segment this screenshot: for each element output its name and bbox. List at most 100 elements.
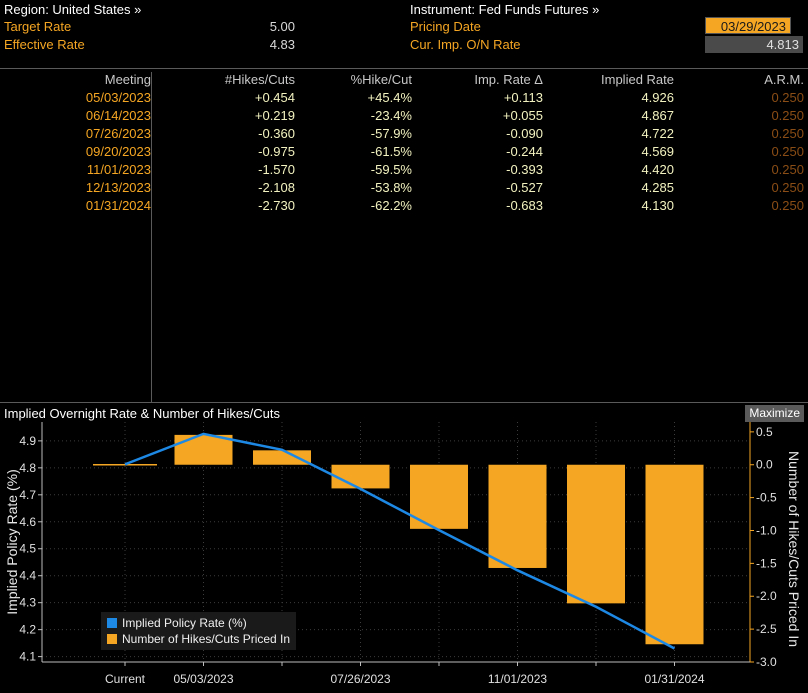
x-tick-label: 07/26/2023 xyxy=(330,672,390,686)
left-tick-label: 4.8 xyxy=(19,461,36,475)
column-header-implied-rate[interactable]: Implied Rate xyxy=(601,72,674,87)
hikes-cell: -2.730 xyxy=(258,198,295,213)
arm-cell: 0.250 xyxy=(771,198,804,213)
x-tick-label: 01/31/2024 xyxy=(644,672,704,686)
bar xyxy=(331,464,390,489)
effective-rate-label: Effective Rate xyxy=(4,37,85,52)
pct-cell: -61.5% xyxy=(370,144,412,159)
implied-rate-cell: 4.867 xyxy=(641,108,674,123)
column-header-meeting[interactable]: Meeting xyxy=(104,72,151,87)
chart-legend: Implied Policy Rate (%) Number of Hikes/… xyxy=(101,612,297,650)
right-tick-label: 0.0 xyxy=(756,458,773,472)
pct-cell: -57.9% xyxy=(370,126,412,141)
bar xyxy=(253,450,311,465)
meeting-cell: 01/31/2024 xyxy=(85,198,151,213)
implied-rate-cell: 4.130 xyxy=(641,198,674,213)
chart-title: Implied Overnight Rate & Number of Hikes… xyxy=(4,406,280,421)
legend-swatch-blue xyxy=(107,618,117,628)
hikes-bars xyxy=(93,434,704,645)
right-axis-label: Number of Hikes/Cuts Priced In xyxy=(786,451,802,647)
hikes-cell: -2.108 xyxy=(258,180,295,195)
left-tick-label: 4.2 xyxy=(19,623,36,637)
pct-cell: -62.2% xyxy=(370,198,412,213)
implied-rate-line xyxy=(124,432,676,650)
right-tick-label: -2.5 xyxy=(756,622,777,636)
target-rate-value: 5.00 xyxy=(269,19,295,34)
meeting-cell: 12/13/2023 xyxy=(85,180,151,195)
right-axis-ticks: 0.5 0.0 -0.5 -1.0 -1.5 -2.0 -2.5 -3.0 xyxy=(750,425,777,669)
implied-rate-cell: 4.569 xyxy=(641,144,674,159)
effective-rate-value: 4.83 xyxy=(269,37,295,52)
imp-delta-cell: -0.393 xyxy=(506,162,543,177)
imp-delta-cell: -0.527 xyxy=(506,180,543,195)
hikes-cell: -0.360 xyxy=(258,126,295,141)
left-tick-label: 4.3 xyxy=(19,596,36,610)
pricing-date-label: Pricing Date xyxy=(410,19,481,34)
instrument-selector[interactable]: Instrument: Fed Funds Futures » xyxy=(410,2,600,17)
hikes-cell: -0.975 xyxy=(258,144,295,159)
arm-cell: 0.250 xyxy=(771,180,804,195)
imp-delta-cell: -0.090 xyxy=(506,126,543,141)
column-header-pct-hike-cut[interactable]: %Hike/Cut xyxy=(350,72,412,87)
arm-cell: 0.250 xyxy=(771,108,804,123)
imp-delta-cell: +0.113 xyxy=(503,90,543,105)
right-tick-label: -3.0 xyxy=(756,655,777,669)
left-tick-label: 4.7 xyxy=(19,488,36,502)
legend-item-hikes: Number of Hikes/Cuts Priced In xyxy=(107,631,290,647)
meeting-cell: 05/03/2023 xyxy=(85,90,151,105)
pct-cell: -23.4% xyxy=(370,108,412,123)
legend-label: Implied Policy Rate (%) xyxy=(122,616,247,630)
column-header-arm[interactable]: A.R.M. xyxy=(764,72,804,87)
imp-delta-cell: -0.244 xyxy=(506,144,543,159)
bar xyxy=(567,464,625,604)
x-axis-ticks: Current 05/03/2023 07/26/2023 11/01/2023 01/… xyxy=(105,662,705,686)
hikes-cell: +0.219 xyxy=(254,108,295,123)
left-tick-label: 4.4 xyxy=(19,569,36,583)
meeting-cell: 11/01/2023 xyxy=(86,162,151,177)
arm-cell: 0.250 xyxy=(771,126,804,141)
column-header-hikes-cuts[interactable]: #Hikes/Cuts xyxy=(224,72,295,87)
left-tick-label: 4.1 xyxy=(19,650,36,664)
pct-cell: +45.4% xyxy=(367,90,412,105)
right-tick-label: -2.0 xyxy=(756,589,777,603)
cur-imp-rate-value: 4.813 xyxy=(705,36,803,53)
bar xyxy=(645,464,704,645)
imp-delta-cell: +0.055 xyxy=(502,108,543,123)
column-header-imp-rate-delta[interactable]: Imp. Rate Δ xyxy=(474,72,543,87)
hikes-cell: -1.570 xyxy=(258,162,295,177)
x-tick-label: 05/03/2023 xyxy=(173,672,233,686)
right-tick-label: -1.5 xyxy=(756,556,777,570)
table-column-divider xyxy=(151,72,152,402)
meeting-cell: 09/20/2023 xyxy=(85,144,151,159)
bar xyxy=(174,434,233,465)
chart-divider xyxy=(0,402,808,403)
legend-swatch-orange xyxy=(107,634,117,644)
target-rate-label: Target Rate xyxy=(4,19,72,34)
cur-imp-rate-label: Cur. Imp. O/N Rate xyxy=(410,37,521,52)
arm-cell: 0.250 xyxy=(771,144,804,159)
meeting-cell: 07/26/2023 xyxy=(85,126,151,141)
left-axis-label: Implied Policy Rate (%) xyxy=(4,469,20,615)
pricing-date-field[interactable]: 03/29/2023 xyxy=(705,17,791,34)
meeting-cell: 06/14/2023 xyxy=(85,108,151,123)
right-tick-label: -1.0 xyxy=(756,523,777,537)
left-axis-ticks: 4.1 4.2 4.3 4.4 4.5 4.6 4.7 4.8 4.9 xyxy=(19,434,42,664)
pct-cell: -53.8% xyxy=(370,180,412,195)
implied-rate-cell: 4.420 xyxy=(641,162,674,177)
bar xyxy=(410,464,468,529)
implied-rate-cell: 4.926 xyxy=(641,90,674,105)
implied-rate-cell: 4.722 xyxy=(641,126,674,141)
maximize-button[interactable]: Maximize xyxy=(745,405,804,422)
implied-rate-cell: 4.285 xyxy=(641,180,674,195)
legend-label: Number of Hikes/Cuts Priced In xyxy=(122,632,291,646)
bar xyxy=(488,464,547,568)
hikes-cell: +0.454 xyxy=(254,90,295,105)
left-tick-label: 4.6 xyxy=(19,515,36,529)
right-tick-label: 0.5 xyxy=(756,425,773,439)
pct-cell: -59.5% xyxy=(370,162,412,177)
left-tick-label: 4.9 xyxy=(19,434,36,448)
x-tick-label: 11/01/2023 xyxy=(488,672,547,686)
imp-delta-cell: -0.683 xyxy=(506,198,543,213)
region-selector[interactable]: Region: United States » xyxy=(4,2,142,17)
arm-cell: 0.250 xyxy=(771,162,804,177)
